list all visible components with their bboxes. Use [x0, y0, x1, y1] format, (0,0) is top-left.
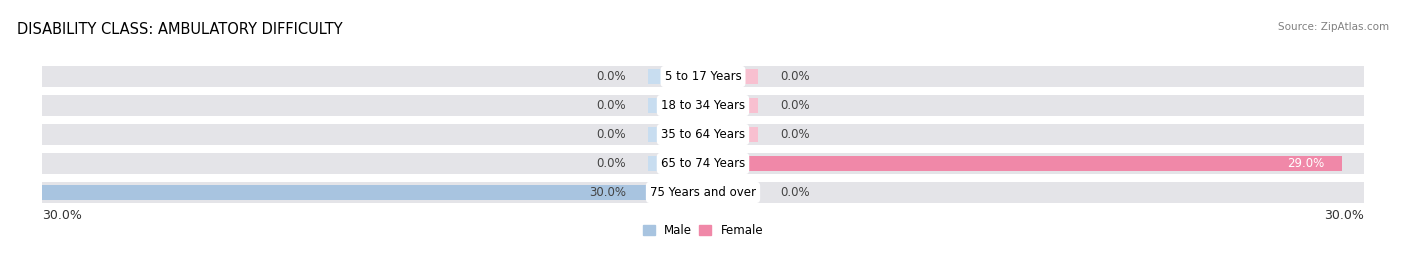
- Text: 18 to 34 Years: 18 to 34 Years: [661, 99, 745, 112]
- Bar: [648, 69, 703, 84]
- Bar: [703, 156, 1341, 171]
- Text: 5 to 17 Years: 5 to 17 Years: [665, 70, 741, 83]
- Text: 30.0%: 30.0%: [589, 186, 626, 199]
- Text: 0.0%: 0.0%: [780, 70, 810, 83]
- Bar: [42, 185, 703, 200]
- Legend: Male, Female: Male, Female: [643, 224, 763, 237]
- Bar: [42, 66, 1364, 87]
- Bar: [42, 124, 1364, 145]
- Text: DISABILITY CLASS: AMBULATORY DIFFICULTY: DISABILITY CLASS: AMBULATORY DIFFICULTY: [17, 22, 343, 37]
- Bar: [703, 127, 758, 142]
- Bar: [648, 127, 703, 142]
- Bar: [42, 95, 1364, 116]
- Bar: [648, 156, 703, 171]
- Text: 0.0%: 0.0%: [596, 128, 626, 141]
- Text: 0.0%: 0.0%: [596, 99, 626, 112]
- Bar: [703, 69, 758, 84]
- Text: 0.0%: 0.0%: [596, 157, 626, 170]
- Bar: [703, 98, 758, 113]
- Text: 0.0%: 0.0%: [596, 70, 626, 83]
- Bar: [703, 185, 758, 200]
- Text: 30.0%: 30.0%: [1324, 209, 1364, 222]
- Text: 65 to 74 Years: 65 to 74 Years: [661, 157, 745, 170]
- Text: 30.0%: 30.0%: [42, 209, 82, 222]
- Bar: [42, 153, 1364, 174]
- Bar: [648, 98, 703, 113]
- Bar: [42, 182, 1364, 203]
- Text: Source: ZipAtlas.com: Source: ZipAtlas.com: [1278, 22, 1389, 31]
- Text: 29.0%: 29.0%: [1286, 157, 1324, 170]
- Text: 0.0%: 0.0%: [780, 128, 810, 141]
- Text: 0.0%: 0.0%: [780, 99, 810, 112]
- Text: 75 Years and over: 75 Years and over: [650, 186, 756, 199]
- Text: 35 to 64 Years: 35 to 64 Years: [661, 128, 745, 141]
- Text: 0.0%: 0.0%: [780, 186, 810, 199]
